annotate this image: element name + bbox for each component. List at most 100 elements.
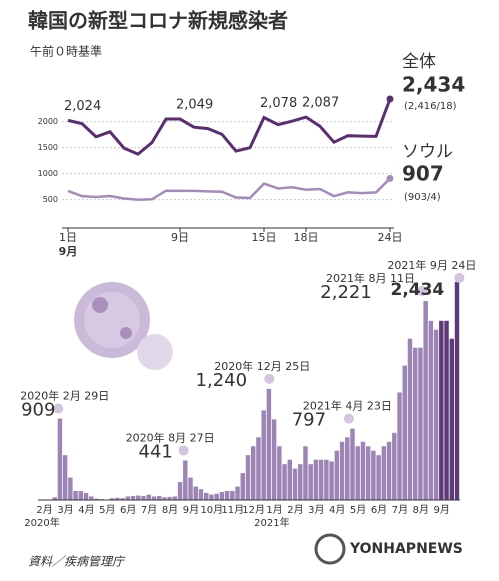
annotation-pin [343, 413, 354, 424]
bar [407, 338, 413, 500]
bar [360, 441, 366, 500]
bar [109, 498, 115, 500]
bar [428, 320, 434, 500]
bar [141, 495, 146, 500]
x-tick-label: 2月 [36, 504, 52, 516]
bar [235, 486, 240, 500]
series-line [67, 98, 392, 156]
bar [287, 459, 293, 500]
bar [324, 459, 329, 500]
bar [402, 365, 407, 500]
x-tick-label: 9月 [434, 504, 450, 516]
bar [146, 494, 151, 500]
annotation-value: 2,221 [320, 282, 372, 303]
bar [219, 491, 225, 500]
annotation-date: 2021年 4月 23日 [303, 399, 392, 413]
bar [136, 495, 141, 500]
bar [125, 496, 131, 500]
x-tick-label: 1月 [266, 504, 282, 516]
bar [57, 418, 63, 500]
annotation-date: 2020年 8月 27日 [126, 430, 215, 444]
x-tick-label: 8月 [162, 504, 178, 516]
bar [251, 446, 256, 500]
x-tick-label: 5月 [99, 504, 115, 516]
bar [167, 496, 172, 500]
x-tick-label: 6月 [371, 504, 387, 516]
x-tick-label: 11月 [221, 504, 244, 516]
bar [172, 496, 178, 500]
legend-label: 全体 [402, 52, 436, 72]
source: 資料／疾病管理庁 [28, 555, 126, 569]
logo-mark [314, 533, 346, 565]
bar [449, 338, 454, 500]
bar [423, 300, 428, 500]
bar [381, 446, 387, 500]
annotation-value: 441 [139, 441, 173, 462]
bar [355, 446, 360, 500]
bar [350, 428, 355, 500]
bar [120, 498, 125, 500]
end-point [386, 174, 394, 182]
x-tick-label: 7月 [392, 504, 408, 516]
bar [282, 464, 287, 500]
x-tick-label: 3月 [57, 504, 73, 516]
x-tick-label: 15日 [252, 231, 277, 244]
bar [339, 441, 345, 500]
annotation-pin [178, 445, 189, 456]
series-note: (903/4) [404, 192, 441, 203]
bar [298, 464, 303, 500]
bar [433, 329, 439, 500]
bar [115, 497, 120, 500]
x-tick-label: 9日 [171, 231, 189, 244]
bar [256, 437, 261, 500]
bar [412, 347, 418, 500]
bar [94, 498, 99, 500]
bar [271, 419, 277, 500]
x-tick-label: 5月 [350, 504, 366, 516]
y-tick-label: 1500 [38, 143, 58, 152]
title: 韓国の新型コロナ新規感染者 [28, 9, 288, 33]
annotation-date: 2021年 8月 11日 [326, 271, 415, 285]
x-tick-label: 2月 [287, 504, 303, 516]
bar [151, 496, 157, 500]
bar [162, 497, 167, 500]
x-tick-label: 24日 [378, 231, 403, 244]
bar [130, 495, 136, 500]
bar [444, 320, 449, 500]
x-tick-label: 4月 [329, 504, 345, 516]
bar [156, 495, 162, 500]
series-note: (2,416/18) [404, 101, 457, 112]
bar [193, 486, 198, 500]
bar [78, 491, 84, 500]
bar [386, 441, 392, 500]
bar [224, 491, 230, 500]
bar [230, 491, 235, 500]
bar [83, 492, 89, 500]
bar [261, 410, 266, 500]
x-tick-label: 4月 [78, 504, 94, 516]
bar [392, 432, 397, 500]
end-value-label: 907 [402, 162, 444, 186]
x-tick-label: 9月 [183, 504, 199, 516]
value-label: 2,078 [260, 96, 297, 111]
annotation-pin [264, 373, 275, 384]
end-value-label: 2,434 [402, 73, 465, 97]
bar [277, 446, 282, 500]
year-label: 2020年 [24, 516, 59, 529]
bar [454, 281, 460, 500]
annotation-value: 2,434 [390, 280, 444, 300]
bar [203, 492, 209, 500]
annotation-value: 797 [292, 410, 326, 431]
bar [371, 450, 376, 500]
bar [240, 473, 245, 500]
bar [313, 459, 319, 500]
annotation-date: 2021年 9月 24日 [387, 258, 476, 272]
bar [318, 459, 324, 500]
bar [329, 461, 334, 500]
series-line [67, 177, 391, 201]
bar [334, 450, 340, 500]
year-label: 2021年 [254, 516, 289, 529]
y-tick-label: 2000 [38, 117, 58, 126]
month-label: 9月 [59, 245, 78, 258]
